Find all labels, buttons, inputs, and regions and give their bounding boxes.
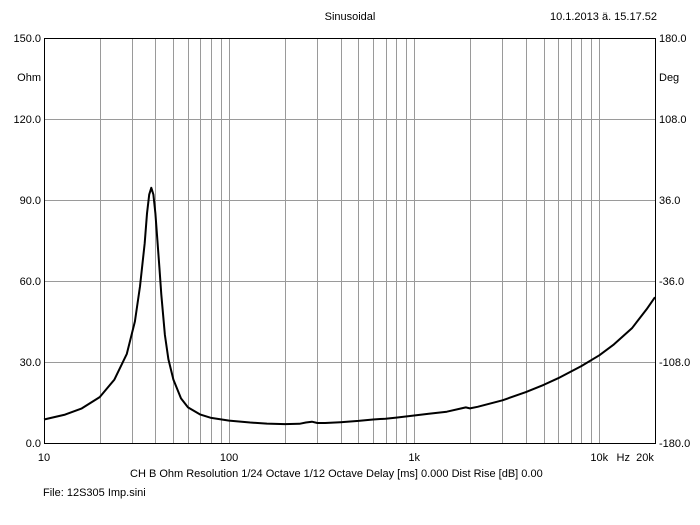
x-tick-label: 10k bbox=[590, 452, 608, 464]
y2-tick-label: -180.0 bbox=[659, 438, 690, 450]
y2-axis-label: Deg bbox=[659, 72, 679, 84]
chart-title: Sinusoidal bbox=[324, 11, 376, 23]
y2-tick-label: 108.0 bbox=[659, 114, 687, 126]
plot-frame bbox=[44, 38, 656, 444]
grid-lines bbox=[44, 38, 655, 444]
y-tick-label: 150.0 bbox=[13, 33, 41, 45]
y-axis-label: Ohm bbox=[17, 72, 41, 84]
x-tick-label: 1k bbox=[408, 452, 420, 464]
y-tick-label: 60.0 bbox=[20, 276, 41, 288]
file-name: File: 12S305 Imp.sini bbox=[43, 487, 146, 499]
x-tick-label: 100 bbox=[220, 452, 238, 464]
y2-tick-label: 180.0 bbox=[659, 33, 687, 45]
y-tick-label: 0.0 bbox=[26, 438, 41, 450]
x-tick-label: 10 bbox=[38, 452, 50, 464]
impedance-series bbox=[43, 186, 656, 426]
settings-line: CH B Ohm Resolution 1/24 Octave 1/12 Oct… bbox=[130, 468, 543, 480]
y-tick-label: 90.0 bbox=[20, 195, 41, 207]
impedance-curve bbox=[43, 186, 656, 426]
y2-tick-label: -108.0 bbox=[659, 357, 690, 369]
y2-tick-label: 36.0 bbox=[659, 195, 680, 207]
y-tick-label: 120.0 bbox=[13, 114, 41, 126]
x-tick-label: 20k bbox=[636, 452, 654, 464]
timestamp: 10.1.2013 ä. 15.17.52 bbox=[549, 11, 657, 23]
x-unit-label: Hz bbox=[617, 452, 630, 464]
y-tick-label: 30.0 bbox=[20, 357, 41, 369]
axis-labels: 0.0 30.0 60.0 90.0 120.0 150.0 -180.0 -108.0 -36… bbox=[13, 33, 690, 464]
y2-tick-label: -36.0 bbox=[659, 276, 684, 288]
